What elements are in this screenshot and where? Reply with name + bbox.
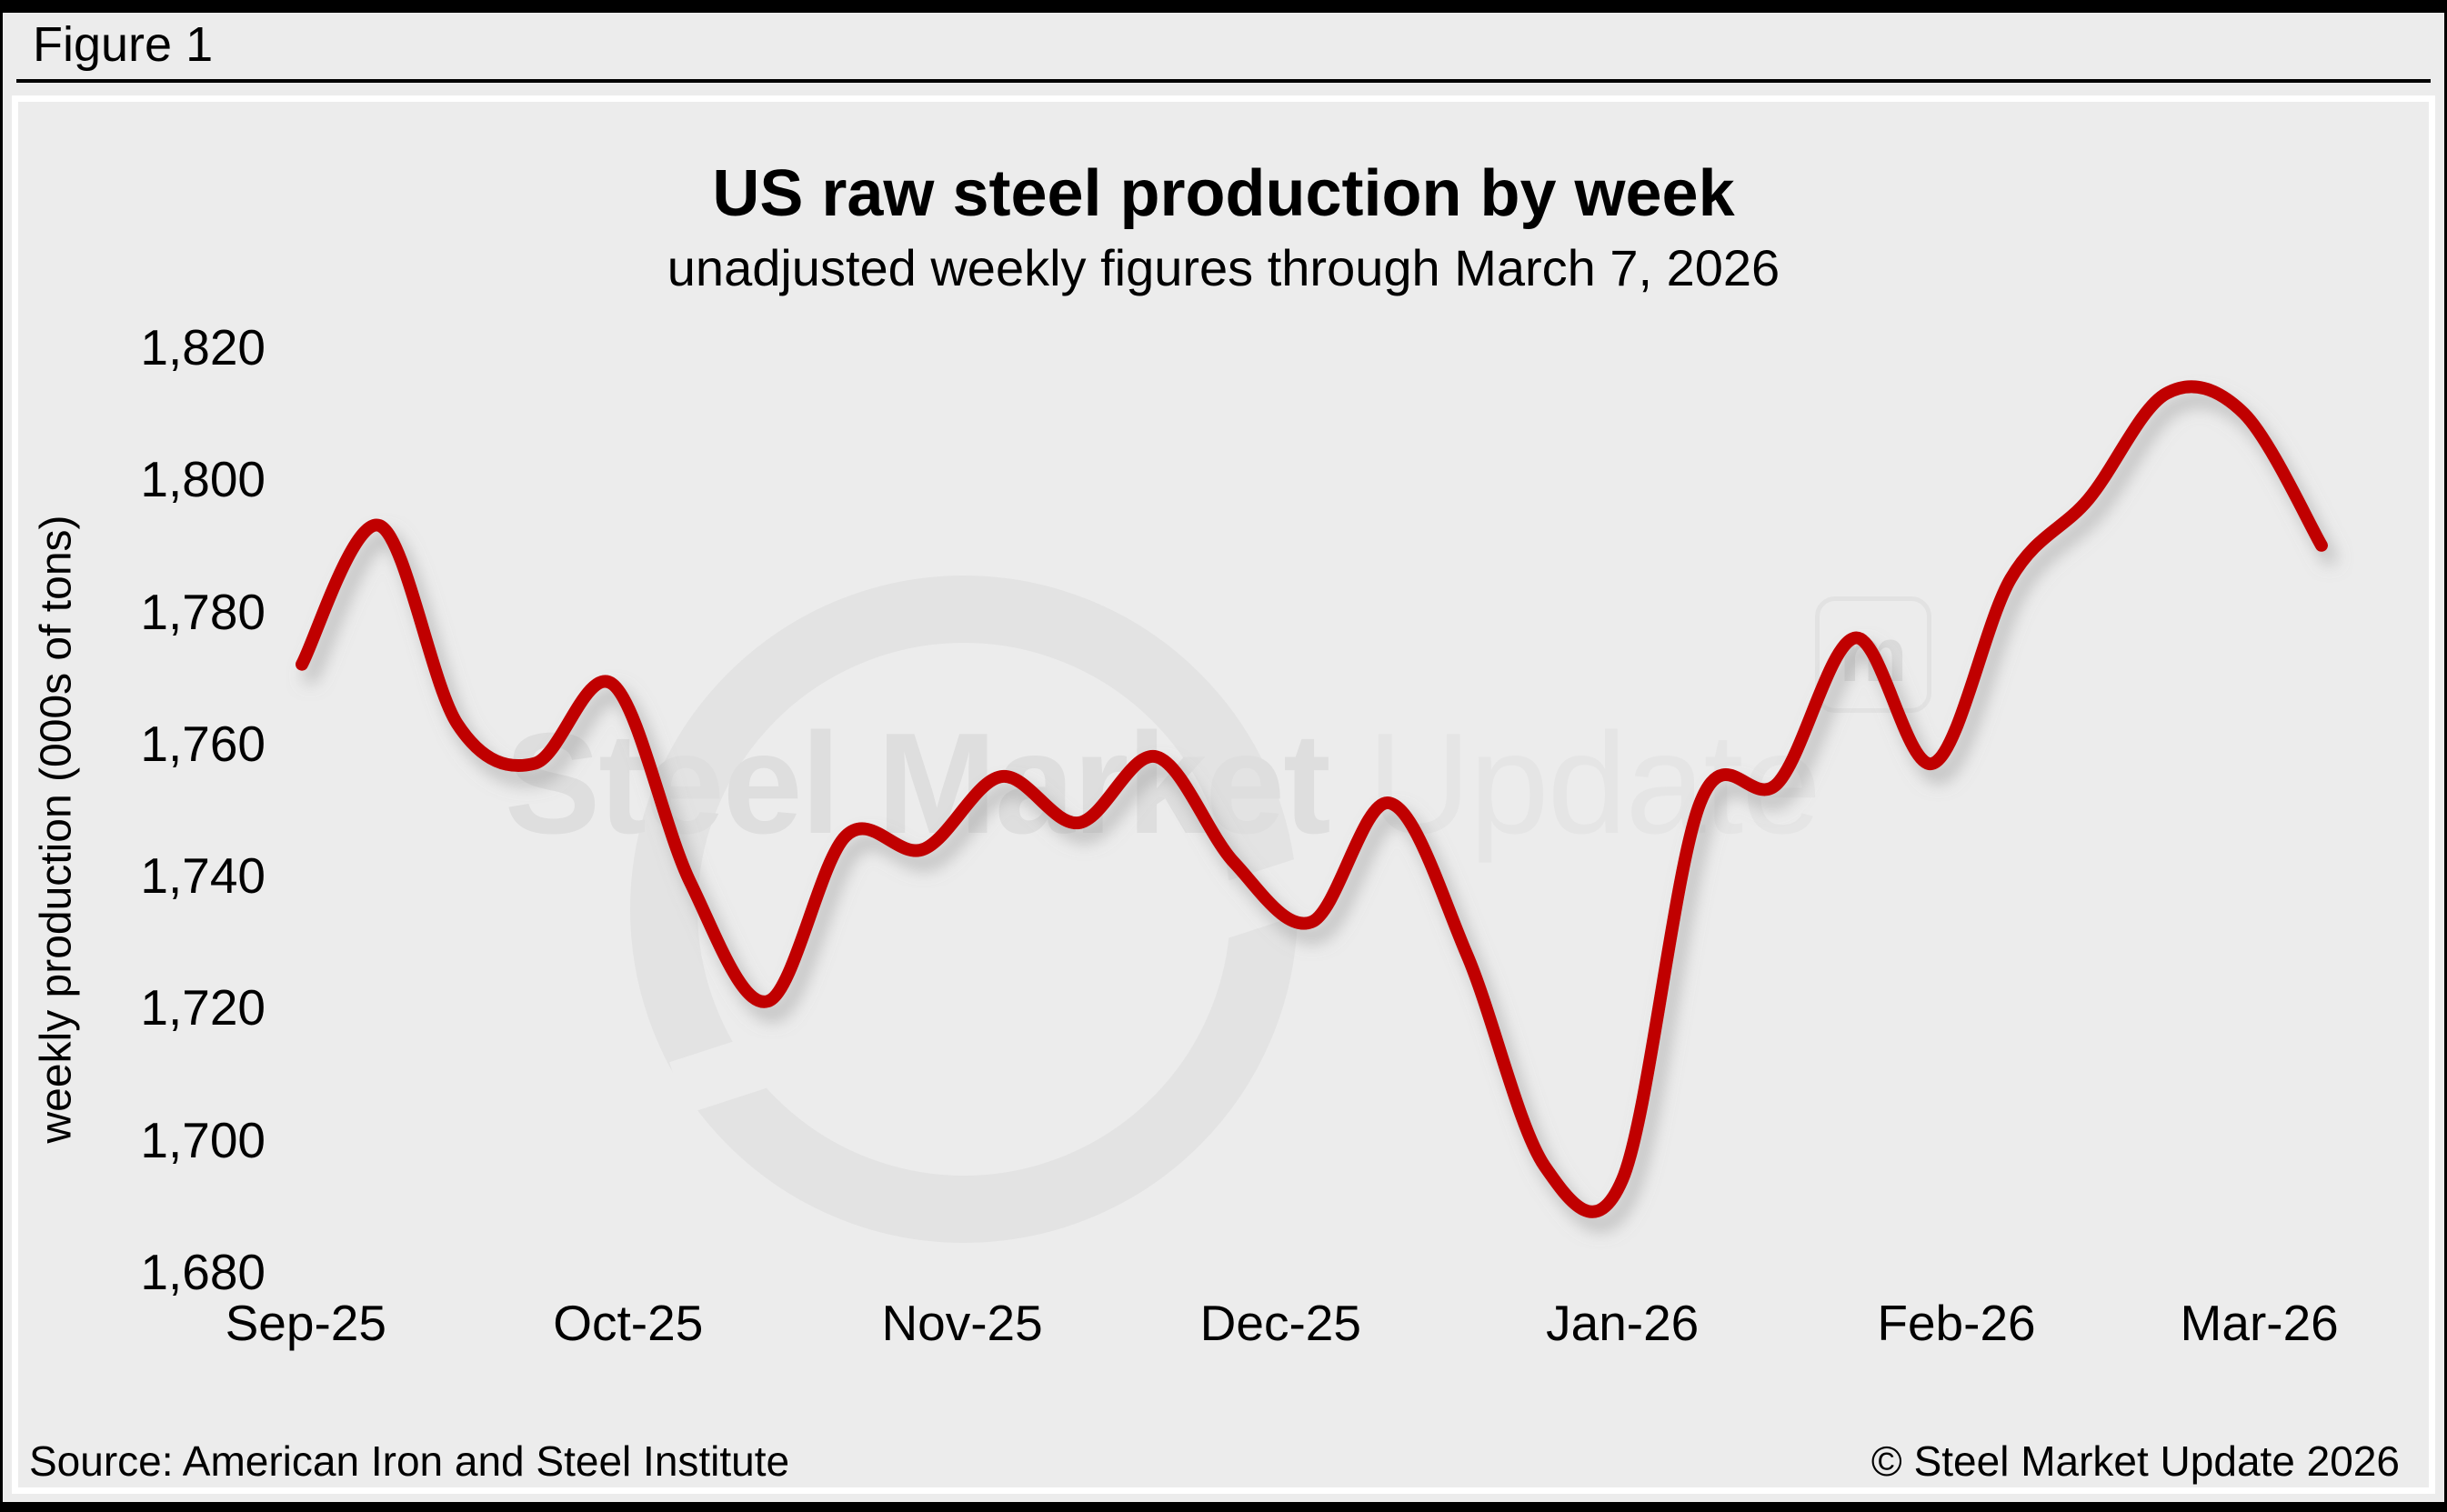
- y-tick-label: 1,800: [140, 451, 266, 508]
- x-tick-label: Oct-25: [553, 1295, 704, 1351]
- right-border-line: [2444, 0, 2447, 1512]
- chart-title: US raw steel production by week: [712, 157, 1735, 230]
- x-tick-label: Mar-26: [2180, 1295, 2339, 1351]
- x-tick-label: Dec-25: [1199, 1295, 1361, 1351]
- left-border-line: [0, 0, 3, 1512]
- figure-label: Figure 1: [33, 17, 214, 72]
- y-tick-label: 1,680: [140, 1244, 266, 1300]
- y-tick-label: 1,760: [140, 715, 266, 772]
- x-tick-label: Nov-25: [881, 1295, 1043, 1351]
- chart-subtitle: unadjusted weekly figures through March …: [667, 239, 1780, 296]
- x-tick-label: Jan-26: [1546, 1295, 1700, 1351]
- y-tick-label: 1,720: [140, 979, 266, 1036]
- production-line-series: [296, 380, 2328, 1218]
- copyright-note: © Steel Market Update 2026: [1870, 1437, 2400, 1485]
- y-tick-label: 1,820: [140, 319, 266, 375]
- source-note: Source: American Iron and Steel Institut…: [29, 1437, 790, 1485]
- header-rule: [16, 79, 2431, 83]
- x-tick-label: Sep-25: [225, 1295, 386, 1351]
- bottom-border-bar: [0, 1502, 2447, 1512]
- y-tick-label: 1,740: [140, 847, 266, 905]
- top-border-bar: [0, 0, 2447, 13]
- x-tick-label: Feb-26: [1877, 1295, 2036, 1351]
- watermark-text: Steel Market Update: [505, 702, 1821, 866]
- y-tick-label: 1,780: [140, 583, 266, 640]
- y-tick-label: 1,700: [140, 1111, 266, 1168]
